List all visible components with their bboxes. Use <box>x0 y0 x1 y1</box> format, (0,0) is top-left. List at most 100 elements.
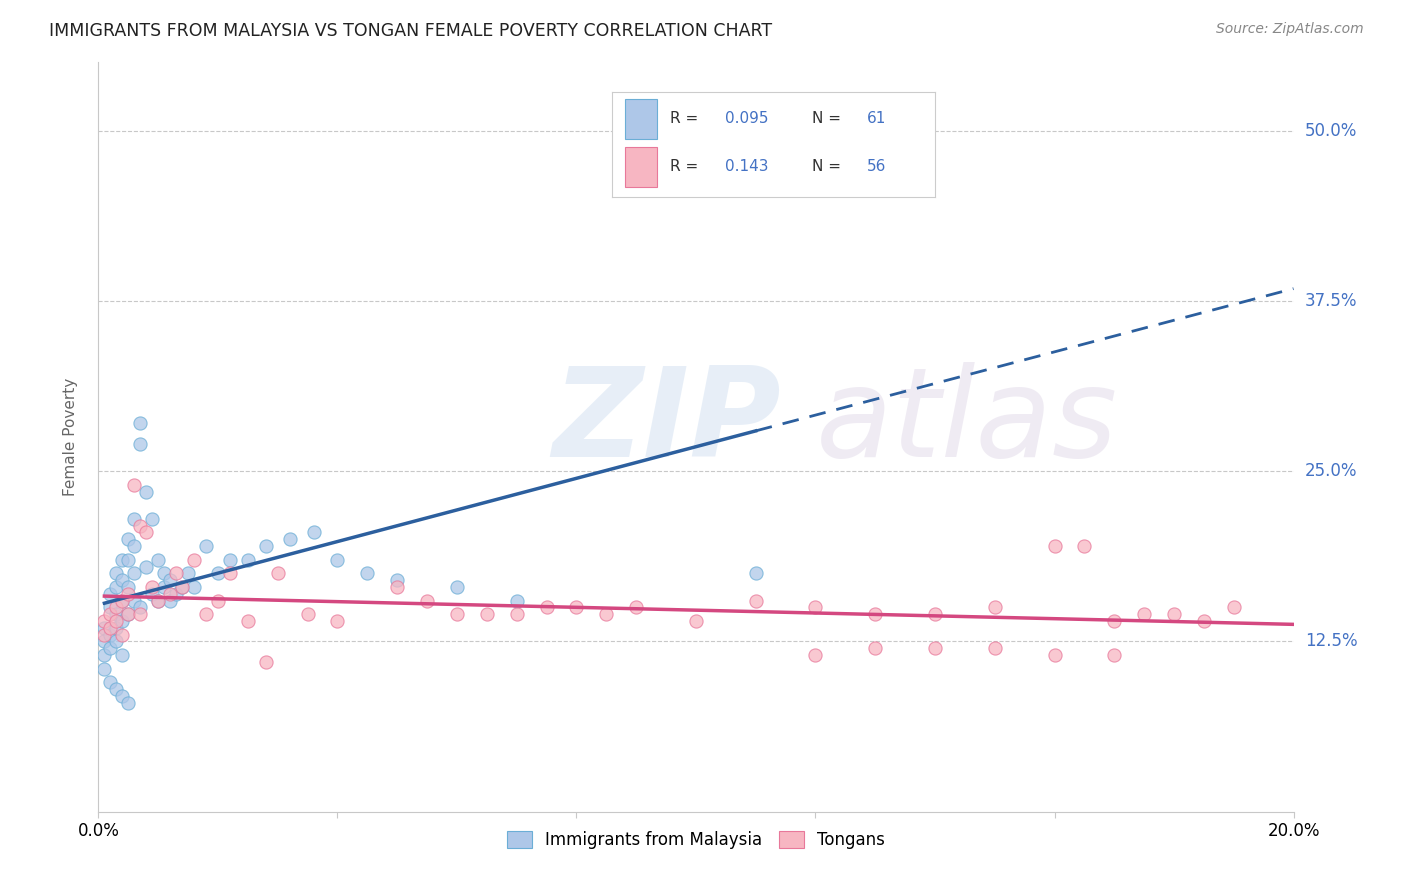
Point <box>98 675 122 690</box>
Point <box>475 607 498 622</box>
Point <box>565 600 588 615</box>
Point <box>117 607 139 622</box>
Point <box>148 593 170 607</box>
Point <box>536 600 558 615</box>
Point <box>148 552 170 566</box>
Point <box>117 607 139 622</box>
Text: Source: ZipAtlas.com: Source: ZipAtlas.com <box>1216 22 1364 37</box>
Point <box>93 614 115 628</box>
Point <box>117 587 139 601</box>
Point <box>984 600 1007 615</box>
Point <box>93 648 115 662</box>
Point <box>135 525 157 540</box>
Point <box>183 552 205 566</box>
Point <box>1163 607 1185 622</box>
Point <box>98 587 122 601</box>
Point <box>124 539 146 553</box>
Point <box>93 627 115 641</box>
Point <box>135 484 157 499</box>
Point <box>105 566 128 581</box>
Point <box>159 593 181 607</box>
Point <box>141 512 163 526</box>
Point <box>93 634 115 648</box>
Point <box>924 607 946 622</box>
Point <box>236 552 259 566</box>
Point <box>219 566 242 581</box>
Point <box>356 566 378 581</box>
Point <box>865 607 887 622</box>
Point <box>111 593 134 607</box>
Point <box>165 587 187 601</box>
Point <box>446 580 468 594</box>
Point <box>1104 614 1126 628</box>
Point <box>105 600 128 615</box>
Point <box>172 580 194 594</box>
Point <box>745 566 768 581</box>
Point <box>165 566 187 581</box>
Point <box>267 566 290 581</box>
Point <box>141 580 163 594</box>
Point <box>124 566 146 581</box>
Point <box>111 614 134 628</box>
Point <box>111 627 134 641</box>
Point <box>626 151 648 165</box>
Y-axis label: Female Poverty: Female Poverty <box>63 378 77 496</box>
Point <box>595 607 617 622</box>
Point <box>984 641 1007 656</box>
Point <box>219 552 242 566</box>
Point <box>98 607 122 622</box>
Point <box>141 587 163 601</box>
Point <box>302 525 325 540</box>
Point <box>865 641 887 656</box>
Point <box>416 593 439 607</box>
Point <box>129 417 152 431</box>
Point <box>98 600 122 615</box>
Point <box>105 614 128 628</box>
Point <box>105 621 128 635</box>
Point <box>172 580 194 594</box>
Point <box>135 559 157 574</box>
Point <box>1104 648 1126 662</box>
Point <box>111 552 134 566</box>
Text: IMMIGRANTS FROM MALAYSIA VS TONGAN FEMALE POVERTY CORRELATION CHART: IMMIGRANTS FROM MALAYSIA VS TONGAN FEMAL… <box>49 22 772 40</box>
Point <box>129 600 152 615</box>
Point <box>685 614 707 628</box>
Point <box>111 648 134 662</box>
Point <box>1133 607 1156 622</box>
Point <box>385 573 409 587</box>
Point <box>117 552 139 566</box>
Point <box>207 566 229 581</box>
Point <box>153 566 176 581</box>
Point <box>105 682 128 697</box>
Legend: Immigrants from Malaysia, Tongans: Immigrants from Malaysia, Tongans <box>501 824 891 855</box>
Point <box>111 689 134 703</box>
Point <box>117 580 139 594</box>
Point <box>1192 614 1215 628</box>
Point <box>207 593 229 607</box>
Point <box>105 607 128 622</box>
Point <box>117 696 139 710</box>
Point <box>129 437 152 451</box>
Point <box>804 648 827 662</box>
Point <box>236 614 259 628</box>
Point <box>1043 648 1066 662</box>
Point <box>111 573 134 587</box>
Point <box>105 580 128 594</box>
Point <box>626 600 648 615</box>
Point <box>195 607 218 622</box>
Text: atlas: atlas <box>815 361 1118 483</box>
Point <box>506 593 529 607</box>
Point <box>1043 539 1066 553</box>
Point <box>183 580 205 594</box>
Point <box>506 607 529 622</box>
Text: 37.5%: 37.5% <box>1305 292 1357 310</box>
Text: 50.0%: 50.0% <box>1305 121 1357 139</box>
Point <box>446 607 468 622</box>
Point <box>117 533 139 547</box>
Point <box>93 621 115 635</box>
Point <box>124 593 146 607</box>
Point <box>326 614 349 628</box>
Point <box>254 655 277 669</box>
Point <box>129 607 152 622</box>
Point <box>326 552 349 566</box>
